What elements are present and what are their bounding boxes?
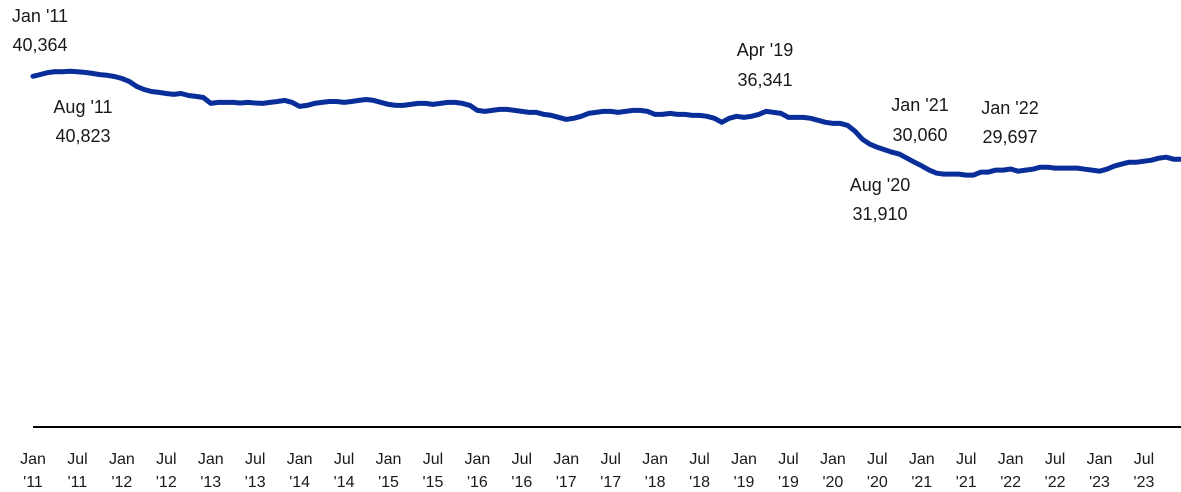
x-tick-label: Jan '19 — [731, 451, 757, 491]
x-tick-label: Jul '14 — [334, 451, 355, 491]
annotation-value: 36,341 — [737, 70, 792, 90]
x-tick-label: Jul '19 — [778, 451, 799, 491]
x-tick-label: Jul '16 — [511, 451, 532, 491]
x-tick-label: Jul '22 — [1045, 451, 1066, 491]
x-tick-label: Jul '11 — [67, 451, 87, 491]
annotation-value: 31,910 — [852, 204, 907, 224]
annotation-date: Apr '19 — [737, 40, 793, 60]
x-tick-label: Jan '17 — [553, 451, 579, 491]
x-tick-label: Jan '11 — [20, 451, 46, 491]
annotation-date: Jan '22 — [981, 98, 1038, 118]
annotation-value: 30,060 — [892, 125, 947, 145]
x-tick-label: Jul '18 — [689, 451, 710, 491]
annotation-date: Jan '11 — [12, 6, 68, 26]
x-tick-label: Jan '16 — [464, 451, 490, 491]
x-tick-label: Jul '23 — [1134, 451, 1155, 491]
line — [30, 68, 1181, 178]
x-tick-label: Jan '18 — [642, 451, 668, 491]
x-tick-label: Jan '15 — [376, 451, 402, 491]
annotation-date: Aug '20 — [850, 175, 911, 195]
x-tick-label: Jan '14 — [287, 451, 313, 491]
annotation-value: 29,697 — [982, 127, 1037, 147]
x-tick-label: Jul '13 — [245, 451, 266, 491]
x-tick-label: Jan '12 — [109, 451, 135, 491]
x-tick-label: Jul '12 — [156, 451, 177, 491]
x-tick-label: Jan '23 — [1087, 451, 1113, 491]
annotation-date: Aug '11 — [53, 97, 112, 117]
x-tick-label: Jul '20 — [867, 451, 888, 491]
x-tick-label: Jul '15 — [423, 451, 444, 491]
x-tick-label: Jul '21 — [956, 451, 977, 491]
annotation-date: Jan '21 — [891, 95, 948, 115]
x-tick-label: Jan '20 — [820, 451, 846, 491]
x-tick-label: Jan '21 — [909, 451, 935, 491]
x-tick-label: Jan '13 — [198, 451, 224, 491]
annotation-value: 40,364 — [12, 35, 67, 55]
annotation-value: 40,823 — [55, 126, 110, 146]
x-tick-label: Jul '17 — [600, 451, 621, 491]
x-tick-label: Jan '22 — [998, 451, 1024, 491]
